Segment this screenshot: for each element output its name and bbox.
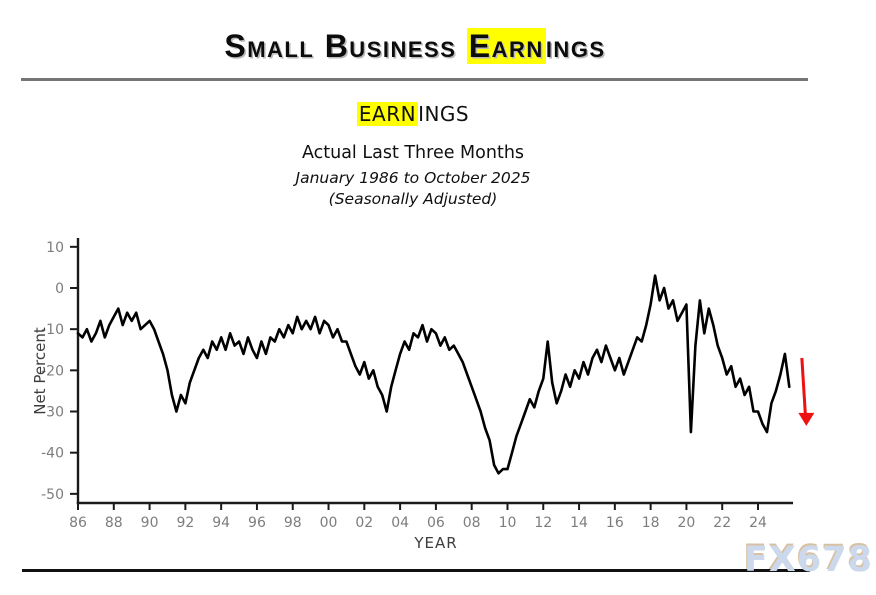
x-tick-label: 96 <box>248 515 266 531</box>
y-tick-label: -20 <box>41 363 64 379</box>
x-axis-title: YEAR <box>413 534 457 552</box>
chart-heading-rest: INGS <box>418 102 470 126</box>
y-tick-label: -30 <box>41 405 64 421</box>
x-tick-label: 12 <box>534 515 552 531</box>
title-separator-line <box>21 78 808 81</box>
page-title-pre: Small Business <box>224 28 467 64</box>
chart-subtitle-daterange: January 1986 to October 2025 <box>295 169 531 187</box>
chart-subtitle-measure: Actual Last Three Months <box>301 143 525 163</box>
x-tick-label: 20 <box>678 515 696 531</box>
x-tick-label: 88 <box>105 515 123 531</box>
x-tick-label: 10 <box>499 515 517 531</box>
y-tick-label: -40 <box>41 446 64 462</box>
page-title: Small Business Earnings <box>0 28 830 65</box>
x-tick-label: 18 <box>642 515 660 531</box>
earnings-line <box>76 274 791 475</box>
x-tick-label: 06 <box>427 515 445 531</box>
chart-heading-highlight: EARN <box>356 102 419 126</box>
x-tick-label: 16 <box>606 515 624 531</box>
chart-subtitle-block: EARN INGS Actual Last Three Months Januar… <box>0 102 826 208</box>
fx678-watermark: FX678 <box>744 540 873 580</box>
page-title-highlight: Earn <box>466 28 546 64</box>
down-trend-arrow-head <box>798 412 815 426</box>
y-tick-label: -50 <box>41 487 64 503</box>
x-tick-label: 14 <box>570 515 588 531</box>
footer-line <box>22 569 810 572</box>
chart-heading: EARN INGS <box>0 102 826 126</box>
y-tick-label: 10 <box>46 240 64 256</box>
x-tick-label: 98 <box>284 515 302 531</box>
page-title-post: ings <box>545 28 606 64</box>
x-tick-label: 24 <box>749 515 767 531</box>
x-tick-label: 04 <box>391 515 409 531</box>
y-tick-label: 0 <box>55 281 64 297</box>
chart-subtitle-adjustment: (Seasonally Adjusted) <box>328 190 498 208</box>
x-tick-label: 90 <box>141 515 159 531</box>
x-tick-label: 86 <box>69 515 87 531</box>
x-tick-label: 00 <box>320 515 338 531</box>
x-tick-label: 02 <box>355 515 373 531</box>
x-tick-label: 22 <box>713 515 731 531</box>
x-tick-label: 08 <box>463 515 481 531</box>
y-axis-title: Net Percent <box>31 327 49 415</box>
y-tick-label: -10 <box>41 322 64 338</box>
x-tick-label: 94 <box>212 515 230 531</box>
down-trend-arrow-shaft <box>800 357 807 415</box>
x-tick-label: 92 <box>176 515 194 531</box>
